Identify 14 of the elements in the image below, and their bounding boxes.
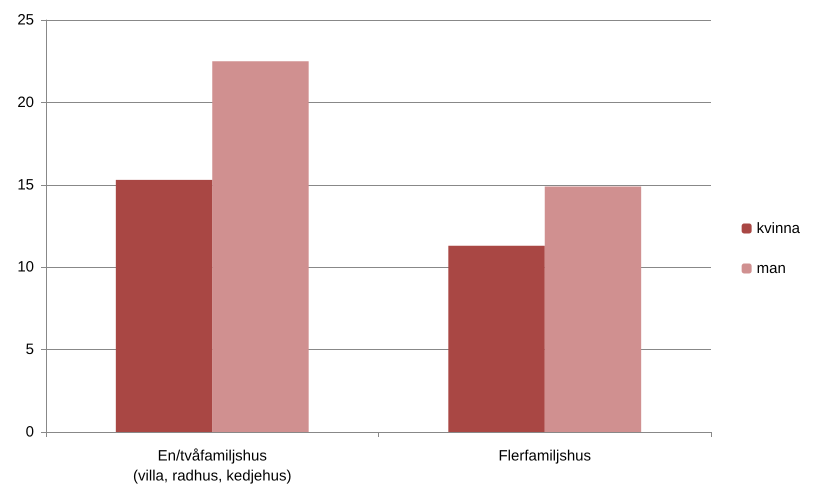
x-tick-label: En/tvåfamiljshus (villa, radhus, kedjehus): [133, 448, 292, 484]
y-tick-label: 20: [17, 94, 34, 111]
x-tick-label: Flerfamiljshus: [498, 448, 592, 464]
legend-label: kvinna: [756, 220, 801, 237]
y-tick-label: 5: [26, 341, 34, 358]
bar: [544, 186, 642, 432]
y-tick-label: 0: [26, 424, 34, 440]
y-tick-label: 15: [17, 176, 34, 194]
bar: [448, 246, 545, 432]
legend-label: man: [756, 260, 786, 277]
y-tick-label: 10: [17, 258, 34, 276]
bar: [116, 180, 212, 432]
y-tick-label: 25: [17, 12, 34, 28]
bar: [212, 61, 309, 432]
